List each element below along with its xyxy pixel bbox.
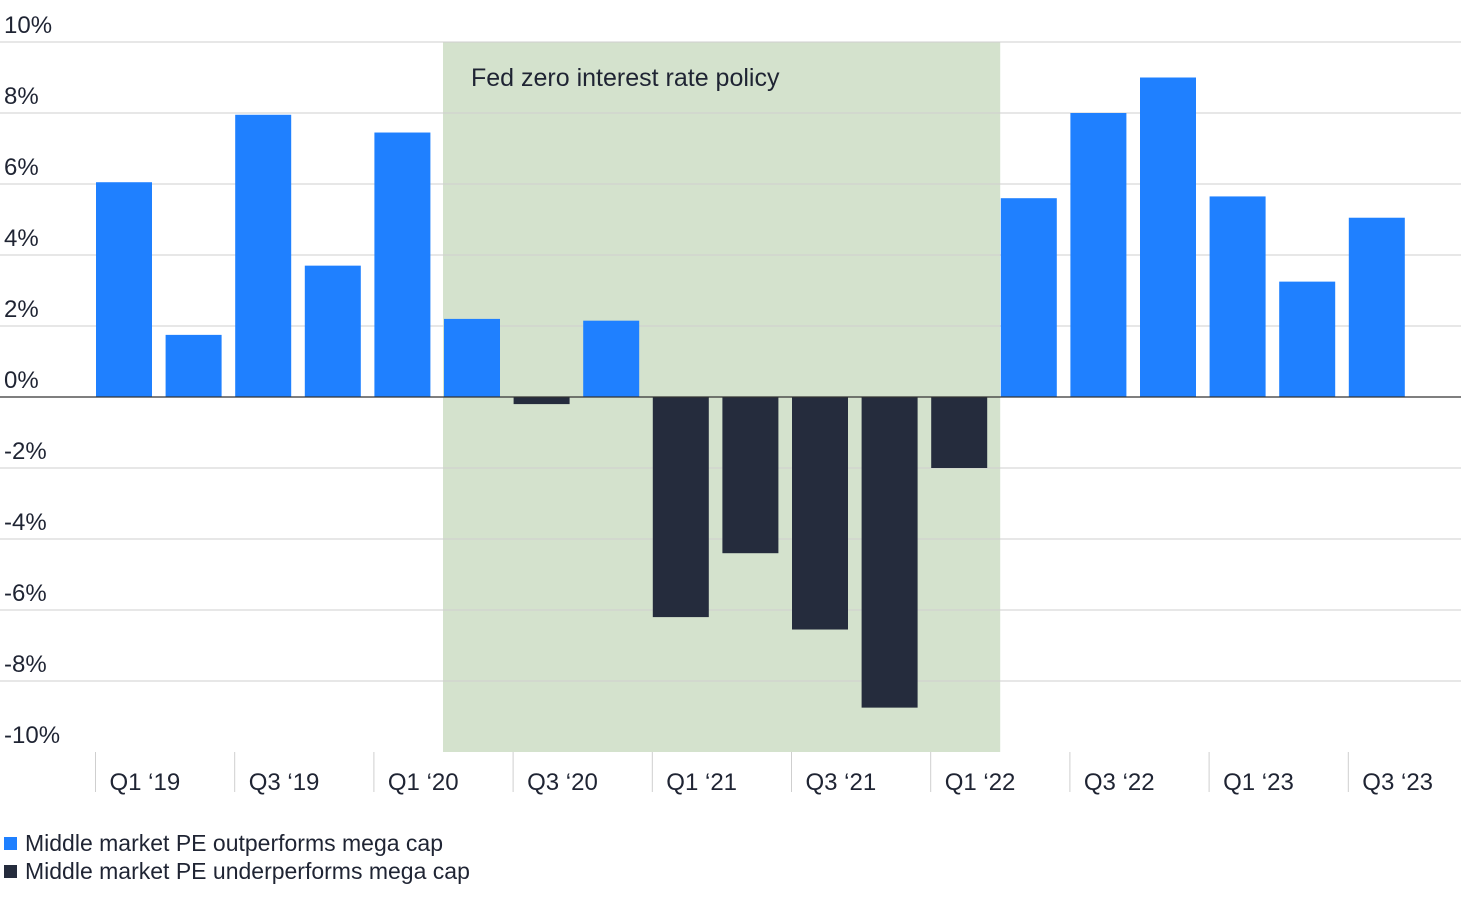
bar-q3-21 — [792, 397, 848, 630]
y-tick-label: 8% — [4, 83, 39, 110]
x-tick-label: Q1 ‘22 — [945, 769, 1016, 796]
bar-q1-19 — [96, 182, 152, 397]
bar-q1-22 — [931, 397, 988, 468]
bar-q3-20 — [513, 397, 570, 405]
legend-item-underperforms: Middle market PE underperforms mega cap — [4, 858, 470, 885]
legend-swatch-outperforms — [4, 837, 17, 850]
x-tick-label: Q3 ‘23 — [1362, 769, 1433, 796]
y-tick-label: -4% — [4, 509, 47, 536]
bar-chart: 10% 8% 6% 4% 2% 0% -2% -4% -6% -8% -10% Q1 ‘19 Q3 ‘1… — [0, 12, 1461, 796]
bar-q4-21 — [861, 397, 918, 708]
bar-q1-20 — [374, 132, 431, 397]
x-tick-label: Q1 ‘23 — [1223, 769, 1294, 796]
bar-q4-20 — [583, 320, 640, 397]
legend-label-outperforms: Middle market PE outperforms mega cap — [25, 830, 444, 856]
y-tick-label: -6% — [4, 580, 47, 607]
bar-q2-19 — [165, 334, 222, 397]
y-tick-label: 2% — [4, 296, 39, 323]
y-tick-label: 0% — [4, 367, 39, 394]
bar-q1-23 — [1209, 196, 1266, 397]
bar-q3-22 — [1070, 113, 1127, 397]
x-tick-label: Q3 ‘21 — [806, 769, 877, 796]
bar-q3-19 — [235, 114, 292, 398]
x-tick-label: Q3 ‘19 — [249, 769, 320, 796]
legend-label-underperforms: Middle market PE underperforms mega cap — [25, 858, 470, 884]
legend-item-outperforms: Middle market PE outperforms mega cap — [4, 830, 443, 857]
bar-q1-21 — [652, 397, 709, 618]
y-tick-label: -10% — [4, 722, 60, 749]
x-tick-label: Q1 ‘19 — [110, 769, 181, 796]
x-tick-label: Q3 ‘22 — [1084, 769, 1155, 796]
bar-q4-22 — [1140, 77, 1196, 397]
legend-swatch-underperforms — [4, 865, 17, 878]
policy-annotation-label: Fed zero interest rate policy — [471, 64, 780, 92]
x-tick-label: Q1 ‘20 — [388, 769, 459, 796]
bar-q2-22 — [1000, 198, 1057, 397]
bar-q2-20 — [444, 318, 500, 397]
y-tick-label: -2% — [4, 438, 47, 465]
y-tick-label: -8% — [4, 651, 47, 678]
bar-q3-23 — [1348, 217, 1405, 397]
bar-q4-19 — [304, 265, 361, 397]
y-tick-label: 4% — [4, 225, 39, 252]
x-tick-label: Q1 ‘21 — [666, 769, 737, 796]
x-tick-label: Q3 ‘20 — [527, 769, 598, 796]
y-tick-label: 6% — [4, 154, 39, 181]
bar-q2-21 — [722, 397, 779, 554]
bar-q2-23 — [1279, 281, 1336, 397]
y-tick-label: 10% — [4, 12, 52, 39]
